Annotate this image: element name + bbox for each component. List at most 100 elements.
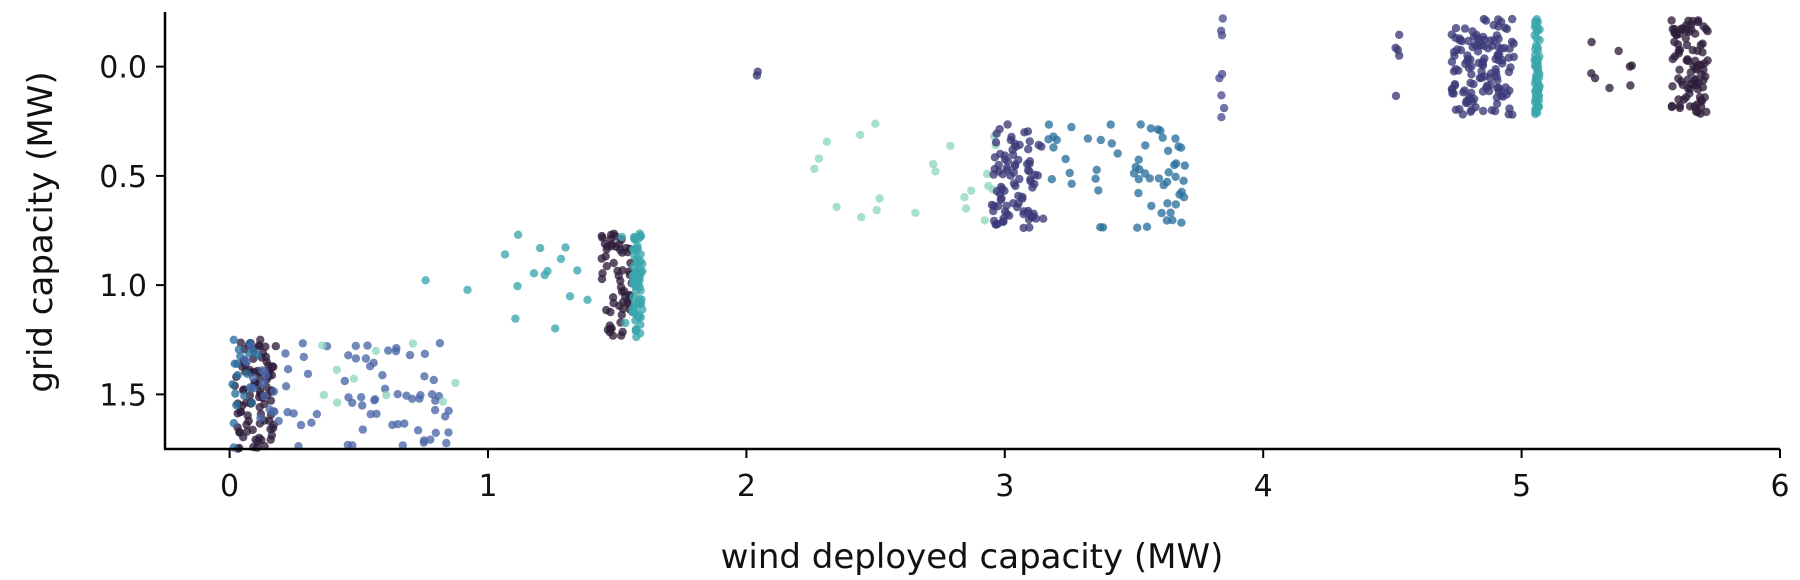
data-point: [1464, 36, 1473, 46]
data-point: [235, 427, 244, 437]
data-point: [980, 216, 989, 225]
data-point: [232, 359, 242, 368]
data-point: [349, 374, 359, 383]
data-point: [274, 416, 283, 426]
data-point: [1175, 190, 1184, 199]
data-point: [1174, 142, 1183, 151]
points-layer: [228, 14, 1712, 453]
data-point: [1477, 67, 1486, 76]
data-point: [1466, 107, 1475, 117]
data-point: [1451, 105, 1461, 115]
data-point: [398, 441, 407, 450]
data-point: [1699, 65, 1708, 74]
data-point: [1022, 159, 1032, 169]
data-point: [1614, 46, 1623, 56]
data-point: [1147, 201, 1156, 211]
data-point: [597, 254, 606, 263]
data-point: [1502, 90, 1512, 99]
data-point: [607, 324, 616, 333]
data-point: [268, 362, 277, 371]
data-point: [319, 390, 328, 400]
data-point: [388, 420, 397, 430]
data-point: [1494, 83, 1503, 93]
data-point: [351, 341, 360, 351]
data-point: [1466, 78, 1475, 88]
data-point: [451, 378, 460, 388]
data-point: [1667, 102, 1677, 112]
data-point: [307, 418, 316, 427]
data-point: [1134, 155, 1143, 164]
x-tick-label: 5: [1512, 469, 1531, 504]
x-tick-label: 0: [220, 469, 239, 504]
data-point: [967, 186, 976, 195]
data-point: [1694, 78, 1703, 87]
data-point: [1026, 177, 1035, 186]
data-point: [1106, 120, 1115, 129]
data-point: [1463, 51, 1472, 60]
data-point: [405, 350, 415, 360]
x-tick-label: 2: [737, 469, 756, 504]
data-point: [1019, 223, 1028, 233]
data-point: [1532, 15, 1542, 24]
data-point: [340, 376, 349, 386]
data-point: [258, 379, 268, 388]
data-point: [371, 346, 381, 355]
data-point: [1011, 160, 1020, 169]
data-point: [298, 339, 307, 348]
data-point: [312, 409, 322, 419]
data-point: [1216, 26, 1226, 35]
data-point: [1451, 24, 1461, 33]
data-point: [529, 269, 539, 278]
data-point: [1044, 135, 1053, 144]
data-point: [1107, 139, 1117, 148]
data-point: [513, 230, 523, 239]
data-point: [1136, 120, 1145, 129]
data-point: [1142, 222, 1152, 231]
data-point: [1030, 170, 1040, 179]
data-point: [602, 305, 611, 315]
data-point: [333, 398, 342, 407]
data-point: [1530, 22, 1540, 31]
data-point: [1667, 16, 1676, 25]
data-point: [875, 194, 884, 203]
data-point: [402, 391, 411, 400]
data-point: [637, 295, 646, 304]
data-point: [421, 276, 430, 285]
data-point: [1219, 103, 1229, 113]
data-point: [1677, 24, 1687, 33]
data-point: [1133, 223, 1142, 232]
data-point: [1096, 135, 1106, 145]
data-point: [618, 248, 627, 257]
data-point: [1449, 67, 1459, 76]
data-point: [393, 390, 402, 399]
data-point: [358, 425, 367, 434]
data-point: [1025, 137, 1035, 146]
data-point: [296, 420, 306, 430]
data-point: [822, 137, 832, 146]
data-point: [1047, 175, 1057, 184]
data-point: [380, 384, 390, 393]
data-point: [1094, 186, 1103, 195]
data-point: [1131, 162, 1141, 172]
data-point: [1008, 150, 1018, 160]
data-point: [1158, 133, 1167, 142]
data-point: [256, 413, 265, 423]
data-point: [426, 435, 435, 444]
data-point: [1504, 67, 1514, 77]
data-point: [229, 335, 238, 344]
data-point: [1477, 73, 1486, 83]
data-point: [1391, 43, 1400, 52]
data-point: [960, 193, 969, 202]
data-point: [231, 389, 240, 398]
data-point: [1083, 134, 1093, 143]
data-point: [911, 208, 920, 217]
data-point: [430, 405, 440, 415]
data-point: [419, 436, 429, 445]
data-point: [444, 428, 453, 437]
data-point: [1003, 120, 1012, 129]
data-point: [232, 400, 241, 410]
data-point: [1683, 55, 1692, 64]
data-point: [500, 250, 510, 259]
data-point: [1011, 142, 1020, 151]
data-point: [991, 138, 1001, 147]
